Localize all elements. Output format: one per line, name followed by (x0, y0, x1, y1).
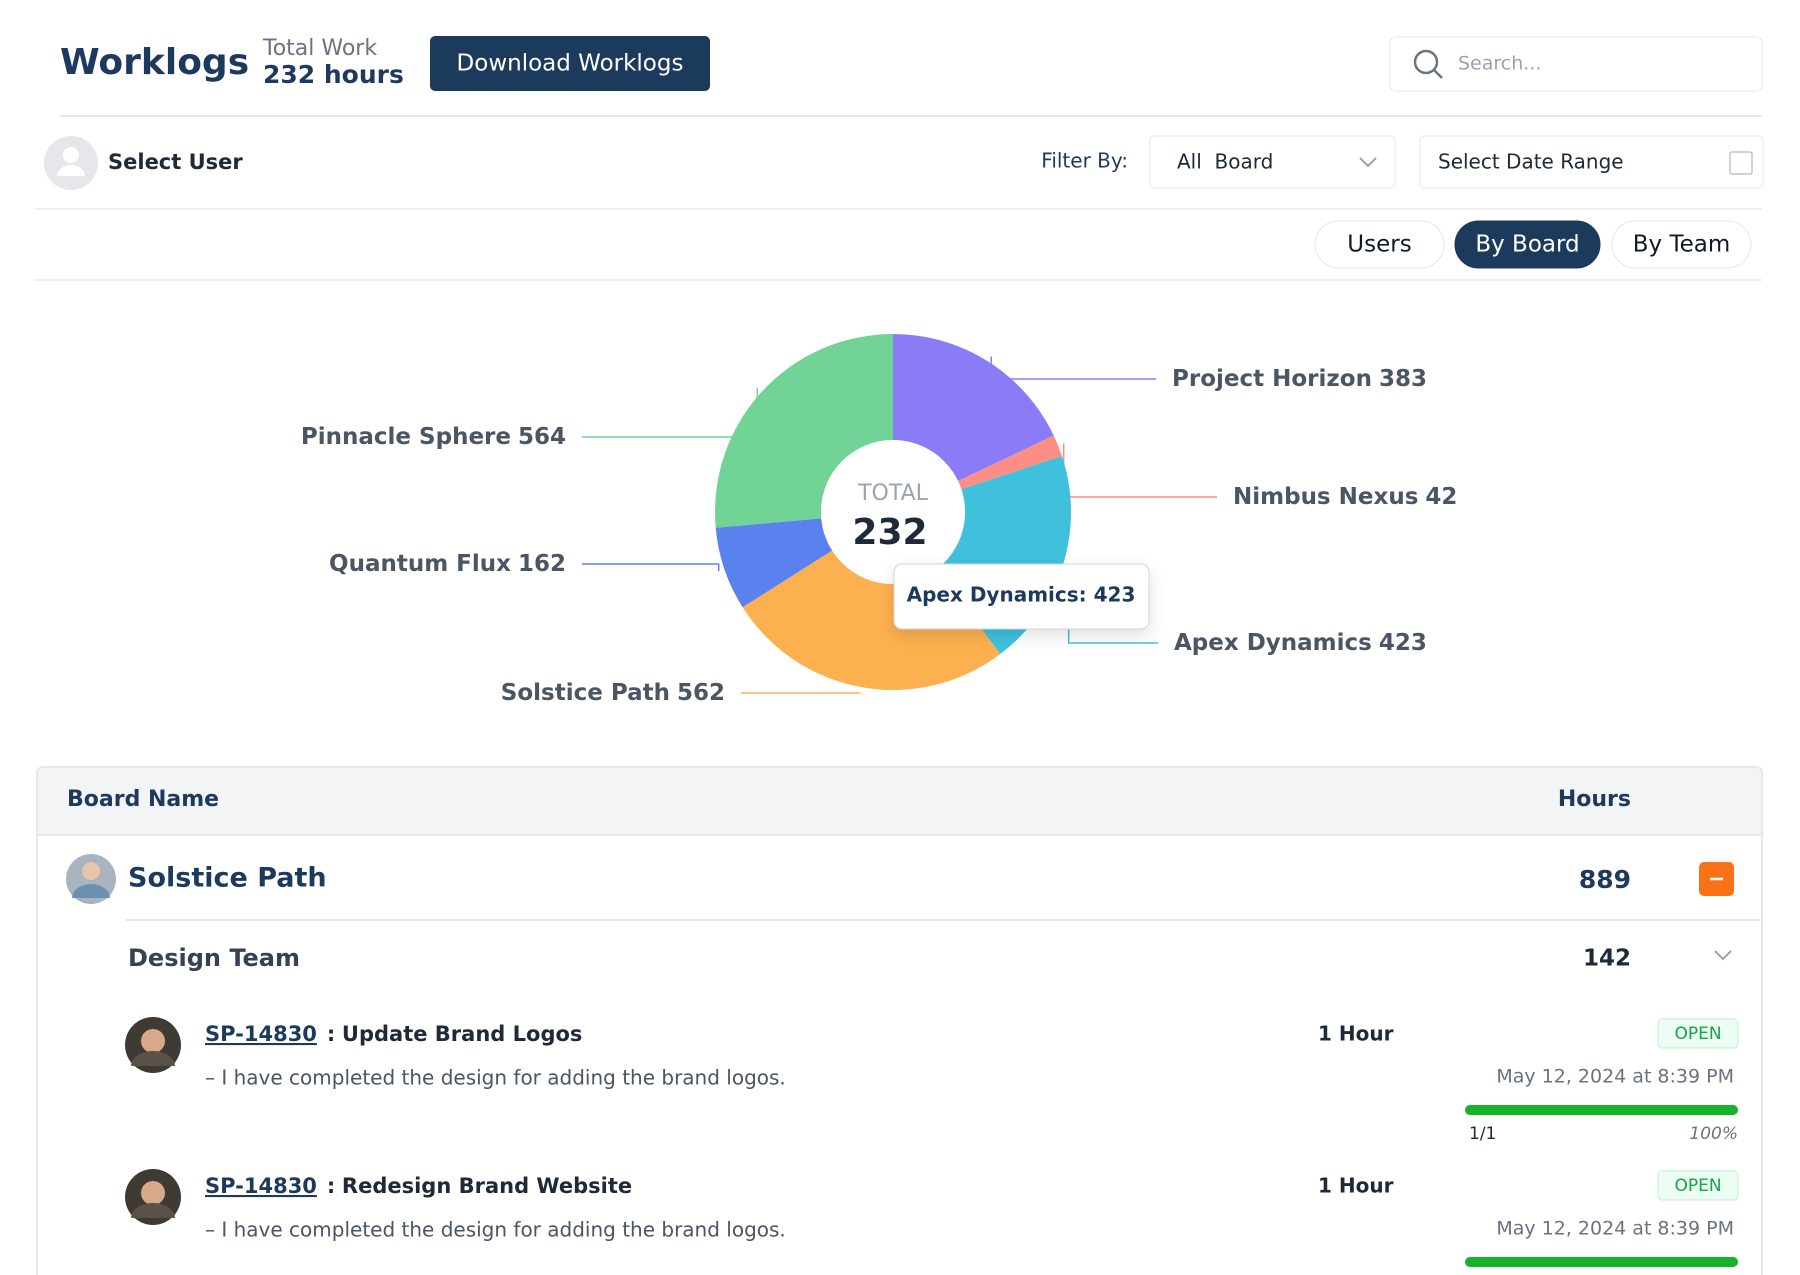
filter-label: Filter By: (1041, 149, 1128, 173)
segment-value: 562 (677, 680, 725, 706)
worklog-date: May 12, 2024 at 8:39 PM (1496, 1218, 1734, 1240)
select-user[interactable]: Select User (108, 150, 243, 174)
donut-segment[interactable] (715, 518, 833, 608)
center-value: 232 (852, 512, 927, 553)
tabs: Users By Board By Team (1314, 220, 1752, 269)
segment-label: Pinnacle Sphere 564 (301, 424, 566, 450)
worklog-id[interactable]: SP-14830 (205, 1174, 317, 1198)
progress-percent: 100% (1689, 1124, 1738, 1144)
download-button-label[interactable]: Download Worklogs (457, 51, 684, 77)
donut-segment[interactable] (715, 334, 893, 528)
worklog-avatar (141, 1029, 165, 1053)
worklog-date: May 12, 2024 at 8:39 PM (1496, 1066, 1734, 1088)
column-header: Board Name (67, 787, 219, 812)
segment-value: 423 (1379, 630, 1427, 656)
segment-label: Quantum Flux 162 (329, 551, 566, 577)
expand-chevron[interactable] (1714, 950, 1732, 961)
center-label: TOTAL (857, 481, 929, 506)
worklog-note: – I have completed the design for adding… (205, 1066, 786, 1090)
progress-bar (1465, 1105, 1738, 1115)
donut-hole (821, 440, 965, 584)
board-avatar (72, 884, 110, 898)
tab-label[interactable]: Users (1347, 232, 1411, 258)
segment-label: Project Horizon 383 (1172, 366, 1427, 392)
search-box[interactable] (1389, 36, 1763, 92)
leader-line (1062, 443, 1217, 498)
status-text: OPEN (1674, 1176, 1721, 1196)
board-avatar (82, 862, 100, 880)
segment-value: 162 (518, 551, 566, 577)
column-header: Hours (1558, 787, 1631, 812)
date-range[interactable] (1419, 135, 1764, 189)
board-hours: 889 (1579, 865, 1631, 894)
segment-name: Pinnacle Sphere (301, 424, 511, 450)
segment-label: Nimbus Nexus 42 (1233, 484, 1457, 510)
tab-label[interactable]: By Board (1475, 232, 1579, 258)
worklog-list: SP-14830: Update Brand Logos – I have comp… (125, 1017, 1739, 1267)
table (36, 766, 1763, 1275)
search-placeholder[interactable]: Search... (1458, 53, 1541, 75)
worklog-avatar (131, 1051, 175, 1066)
donut-chart: Project Horizon 383 Nimbus Nexus 42 Apex Dyn… (301, 334, 1457, 706)
tab-label[interactable]: By Team (1633, 232, 1731, 258)
segment-name: Nimbus Nexus (1233, 484, 1418, 510)
segment-value: 42 (1425, 484, 1457, 510)
search-icon (1413, 49, 1439, 75)
user-avatar-icon (57, 165, 85, 176)
tab[interactable] (1611, 220, 1752, 269)
worklog-avatar (141, 1181, 165, 1205)
search-icon (1433, 69, 1443, 79)
team-hours: 142 (1583, 946, 1631, 972)
segment-name: Apex Dynamics (1174, 630, 1372, 656)
table-header (38, 768, 1761, 835)
board-name[interactable]: Solstice Path (128, 863, 327, 894)
segment-value: 564 (518, 424, 566, 450)
calendar-icon (1729, 151, 1753, 175)
leader-line (582, 387, 759, 438)
tooltip-text: Apex Dynamics: 423 (907, 583, 1136, 607)
segment-label: Solstice Path 562 (501, 680, 725, 706)
user-avatar-icon (63, 147, 79, 163)
donut-segment[interactable] (893, 334, 1054, 482)
date-range-label[interactable]: Select Date Range (1438, 150, 1624, 174)
segment-name: Project Horizon (1172, 366, 1372, 392)
status-text: OPEN (1674, 1024, 1721, 1044)
segment-label: Apex Dynamics 423 (1174, 630, 1427, 656)
worklog-title: Update Brand Logos (342, 1022, 582, 1046)
chevron-down (1359, 157, 1377, 168)
progress-bar (1465, 1257, 1738, 1267)
id-separator: : (327, 1174, 335, 1198)
progress-count: 1/1 (1469, 1124, 1496, 1144)
worklog-note: – I have completed the design for adding… (205, 1218, 786, 1242)
board-select[interactable] (1149, 135, 1396, 189)
status-badge (1657, 1170, 1739, 1201)
board-select-value[interactable]: All Board (1177, 150, 1273, 174)
segment-name: Solstice Path (501, 680, 670, 706)
team-name[interactable]: Design Team (128, 944, 300, 972)
download-button[interactable] (430, 36, 710, 91)
worklog-hours: 1 Hour (1318, 1022, 1394, 1046)
tab[interactable] (1314, 220, 1445, 269)
leader-line (582, 563, 720, 572)
status-badge (1657, 1018, 1739, 1049)
donut-segment[interactable] (958, 435, 1062, 490)
tooltip (893, 563, 1150, 630)
page-title: Worklogs (60, 42, 249, 83)
total-label: Total Work (262, 36, 377, 61)
worklog-id[interactable]: SP-14830 (205, 1022, 317, 1046)
worklog-hours: 1 Hour (1318, 1174, 1394, 1198)
segment-value: 383 (1379, 366, 1427, 392)
leader-line (990, 356, 1156, 380)
worklog-title: Redesign Brand Website (342, 1174, 632, 1198)
total-value: 232 hours (263, 60, 404, 89)
segment-name: Quantum Flux (329, 551, 511, 577)
worklog-avatar (131, 1203, 175, 1218)
tab[interactable] (1454, 220, 1601, 269)
id-separator: : (327, 1022, 335, 1046)
